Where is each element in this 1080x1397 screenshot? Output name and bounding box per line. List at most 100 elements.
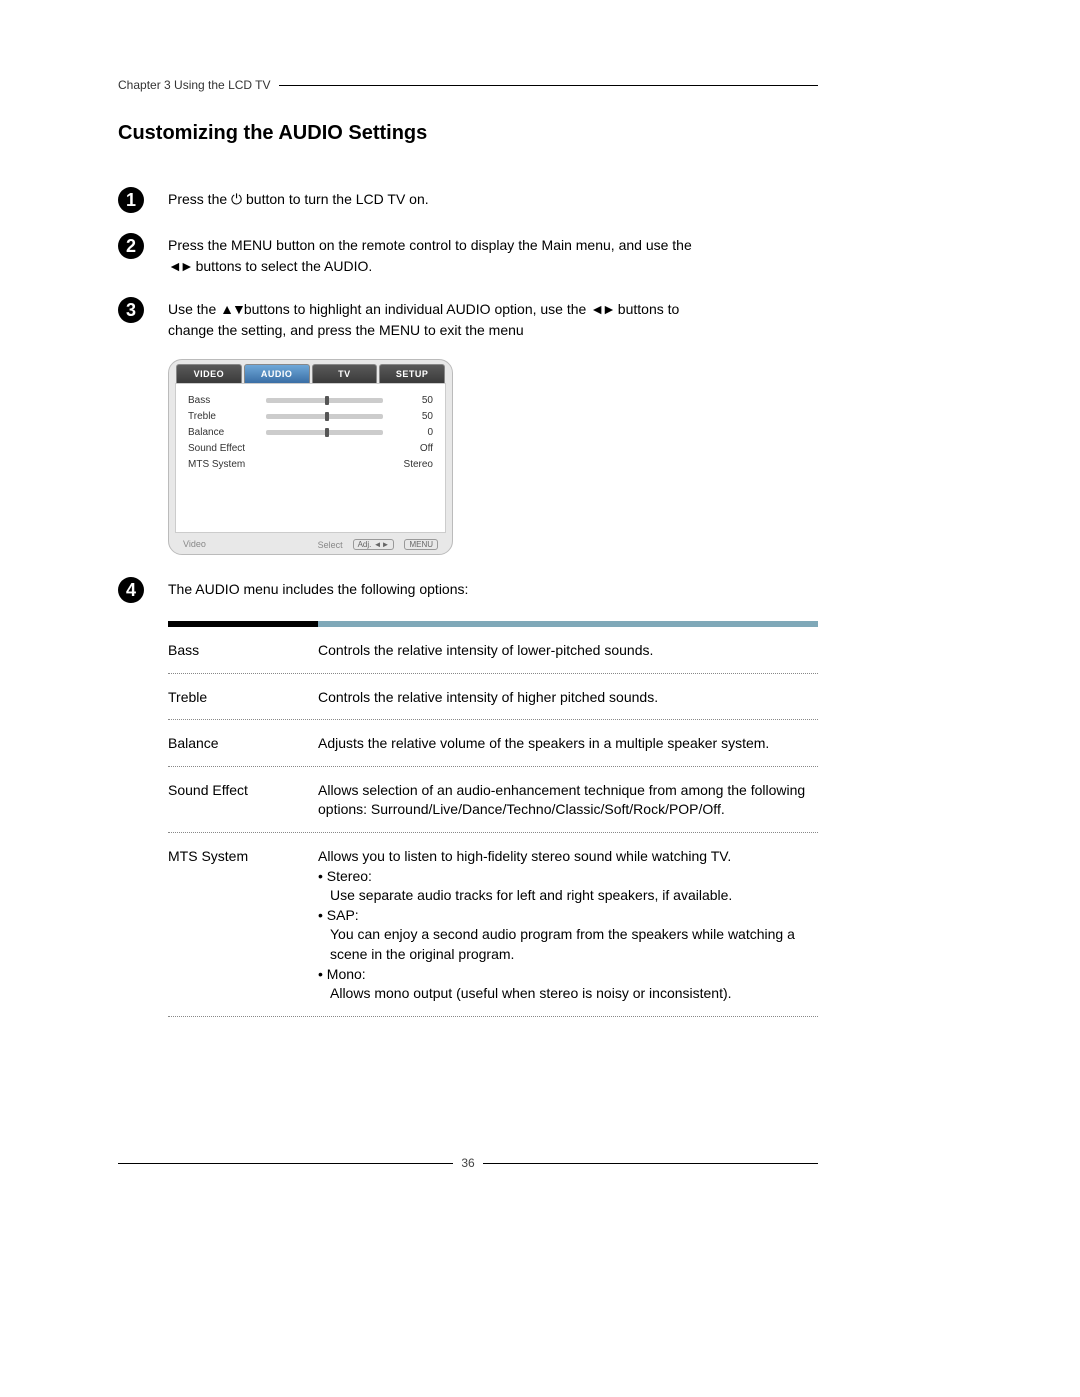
option-description: Controls the relative intensity of lower… xyxy=(318,641,818,661)
option-name: Sound Effect xyxy=(168,781,318,820)
text: buttons to select the xyxy=(192,258,324,274)
option-line: • Stereo: xyxy=(318,867,818,887)
text: . xyxy=(368,258,372,274)
osd-row-value: 50 xyxy=(393,395,433,406)
text-audio: AUDIO xyxy=(324,258,368,274)
osd-tab-tv: TV xyxy=(312,364,378,383)
option-row: MTS SystemAllows you to listen to high-f… xyxy=(168,833,818,1017)
option-description: Adjusts the relative volume of the speak… xyxy=(318,734,818,754)
osd-row: Bass 50 xyxy=(188,392,433,408)
osd-slider xyxy=(266,430,383,435)
osd-row-label: MTS System xyxy=(188,459,266,470)
osd-slider xyxy=(266,398,383,403)
text: Use the xyxy=(168,301,220,317)
step-4: 4 The AUDIO menu includes the following … xyxy=(118,575,818,603)
text: Press the xyxy=(168,191,231,207)
option-line: Controls the relative intensity of highe… xyxy=(318,688,818,708)
osd-footer-left: Video xyxy=(183,539,206,550)
osd-row: MTS System Stereo xyxy=(188,456,433,472)
left-right-arrows-icon: ◄► xyxy=(168,258,192,274)
osd-row-value: Stereo xyxy=(393,459,433,470)
step-body: Press the ⏻ button to turn the LCD TV on… xyxy=(168,185,818,210)
osd-footer-select: Select xyxy=(318,540,343,550)
option-row: Sound EffectAllows selection of an audio… xyxy=(168,767,818,833)
option-row: BalanceAdjusts the relative volume of th… xyxy=(168,720,818,767)
chapter-label: Chapter 3 Using the LCD TV xyxy=(118,78,271,92)
footer-rule xyxy=(118,1163,453,1164)
text: buttons to xyxy=(614,301,679,317)
option-line: • SAP: xyxy=(318,906,818,926)
text: buttons to highlight an individual AUDIO… xyxy=(244,301,590,317)
osd-slider xyxy=(266,414,383,419)
osd-slider-thumb xyxy=(325,412,329,421)
option-row: TrebleControls the relative intensity of… xyxy=(168,674,818,721)
option-line: • Mono: xyxy=(318,965,818,985)
osd-row-label: Treble xyxy=(188,411,266,422)
osd-row-label: Balance xyxy=(188,427,266,438)
header-rule xyxy=(279,85,818,86)
left-right-arrows-icon: ◄► xyxy=(590,301,614,317)
step-number-icon: 3 xyxy=(118,297,144,323)
osd-row-value: 50 xyxy=(393,411,433,422)
option-description: Allows selection of an audio-enhancement… xyxy=(318,781,818,820)
step-body: Use the ▲▼buttons to highlight an indivi… xyxy=(168,295,818,341)
osd-row: Treble 50 xyxy=(188,408,433,424)
text: to exit the menu xyxy=(420,322,524,338)
option-line: Allows mono output (useful when stereo i… xyxy=(318,984,818,1004)
text: change the setting, and press the xyxy=(168,322,379,338)
option-line: Adjusts the relative volume of the speak… xyxy=(318,734,818,754)
option-description: Allows you to listen to high-fidelity st… xyxy=(318,847,818,1004)
page-number: 36 xyxy=(453,1156,482,1170)
option-name: MTS System xyxy=(168,847,318,1004)
up-down-arrows-icon: ▲▼ xyxy=(220,301,244,317)
osd-body: Bass 50 Treble 50 Balance 0 Sound Effect Off MTS… xyxy=(175,383,446,533)
step-body: The AUDIO menu includes the following op… xyxy=(168,575,818,600)
step-body: Press the MENU button on the remote cont… xyxy=(168,231,818,277)
options-header-bar xyxy=(168,621,818,627)
option-name: Bass xyxy=(168,641,318,661)
power-icon: ⏻ xyxy=(231,191,242,207)
text: Press the xyxy=(168,237,231,253)
text: button on the remote control to display … xyxy=(272,237,691,253)
osd-slider-thumb xyxy=(325,428,329,437)
step-2: 2 Press the MENU button on the remote co… xyxy=(118,231,818,277)
osd-row-label: Sound Effect xyxy=(188,443,266,454)
text-menu: MENU xyxy=(231,237,272,253)
option-description: Controls the relative intensity of highe… xyxy=(318,688,818,708)
text: button to turn the LCD TV on. xyxy=(242,191,429,207)
bar-light xyxy=(318,621,818,627)
option-line: Allows you to listen to high-fidelity st… xyxy=(318,847,818,867)
osd-tab-audio: AUDIO xyxy=(244,364,310,383)
osd-row-value: Off xyxy=(393,443,433,454)
option-name: Balance xyxy=(168,734,318,754)
osd-footer-adj: Adj. ◄► xyxy=(353,539,395,550)
osd-tab-video: VIDEO xyxy=(176,364,242,383)
step-number-icon: 2 xyxy=(118,233,144,259)
step-1: 1 Press the ⏻ button to turn the LCD TV … xyxy=(118,185,818,213)
osd-footer-menu: MENU xyxy=(404,539,438,550)
section-title: Customizing the AUDIO Settings xyxy=(118,122,818,145)
option-line: Use separate audio tracks for left and r… xyxy=(318,886,818,906)
bar-dark xyxy=(168,621,318,627)
step-number-icon: 4 xyxy=(118,577,144,603)
osd-tabs: VIDEOAUDIOTVSETUP xyxy=(169,360,452,383)
option-name: Treble xyxy=(168,688,318,708)
osd-menu: VIDEOAUDIOTVSETUP Bass 50 Treble 50 Balance 0… xyxy=(168,359,453,555)
osd-row-label: Bass xyxy=(188,395,266,406)
page-footer: 36 xyxy=(118,1156,818,1170)
option-line: Allows selection of an audio-enhancement… xyxy=(318,781,818,820)
text: The AUDIO menu includes the following op… xyxy=(168,581,468,597)
osd-footer: Video Select Adj. ◄► MENU xyxy=(169,537,452,554)
osd-row: Sound Effect Off xyxy=(188,440,433,456)
osd-tab-setup: SETUP xyxy=(379,364,445,383)
step-number-icon: 1 xyxy=(118,187,144,213)
chapter-header: Chapter 3 Using the LCD TV xyxy=(118,78,818,92)
step-3: 3 Use the ▲▼buttons to highlight an indi… xyxy=(118,295,818,341)
option-line: You can enjoy a second audio program fro… xyxy=(318,925,818,964)
option-line: Controls the relative intensity of lower… xyxy=(318,641,818,661)
osd-row-value: 0 xyxy=(393,427,433,438)
text-menu: MENU xyxy=(379,322,420,338)
footer-rule xyxy=(483,1163,818,1164)
osd-row: Balance 0 xyxy=(188,424,433,440)
options-table: BassControls the relative intensity of l… xyxy=(168,621,818,1017)
